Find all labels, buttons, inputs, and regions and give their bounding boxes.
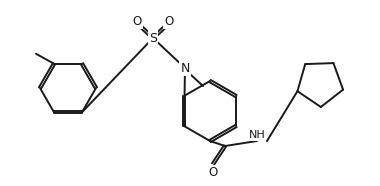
Text: O: O xyxy=(208,166,218,179)
Text: NH: NH xyxy=(249,130,265,140)
Text: N: N xyxy=(180,62,190,75)
Text: O: O xyxy=(165,15,174,28)
Text: O: O xyxy=(132,15,142,28)
Text: S: S xyxy=(149,31,157,44)
